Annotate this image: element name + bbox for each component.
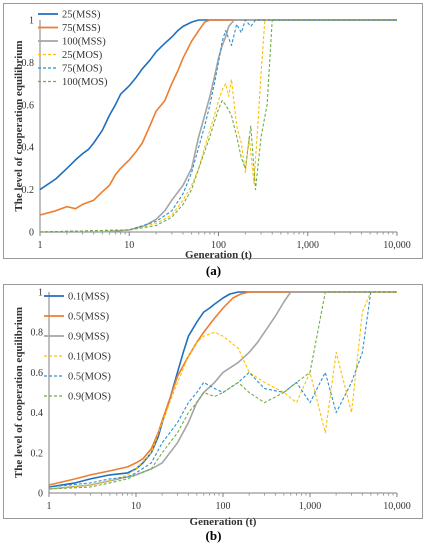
legend-label: 100(MOS) bbox=[62, 77, 108, 88]
panel-b-frame bbox=[3, 284, 423, 519]
series-line-0.5(MSS) bbox=[48, 291, 397, 486]
legend-label: 25(MSS) bbox=[62, 10, 101, 21]
legend-label: 0.9(MSS) bbox=[68, 332, 110, 343]
y-tick-label: 0 bbox=[29, 228, 34, 239]
y-tick-label: 1 bbox=[38, 288, 43, 299]
panel-a-frame bbox=[3, 3, 423, 259]
legend-label: 0.1(MOS) bbox=[68, 352, 111, 363]
series-line-75(MSS) bbox=[39, 19, 397, 216]
series-line-75(MOS) bbox=[39, 19, 397, 233]
x-tick-label: 1,000 bbox=[297, 240, 320, 251]
y-tick-label: 0.8 bbox=[22, 58, 35, 69]
x-tick-label: 10,000 bbox=[383, 501, 411, 512]
y-tick-label: 0.6 bbox=[22, 100, 35, 111]
x-axis-title: Generation (t) bbox=[185, 249, 252, 261]
y-tick-label: 0.8 bbox=[31, 328, 44, 339]
legend-label: 0.9(MOS) bbox=[68, 392, 111, 403]
y-axis-title: The level of cooperation equilibrium bbox=[13, 307, 25, 478]
panel-a-caption: (a) bbox=[205, 263, 222, 278]
legend-label: 75(MOS) bbox=[62, 64, 103, 75]
y-axis-title: The level of cooperation equilibrium bbox=[13, 40, 25, 211]
x-tick-label: 1 bbox=[38, 240, 43, 251]
series-line-0.5(MOS) bbox=[48, 291, 397, 488]
legend-label: 100(MSS) bbox=[62, 37, 106, 48]
x-tick-label: 10 bbox=[131, 501, 141, 512]
legend-label: 0.5(MSS) bbox=[68, 312, 110, 323]
y-tick-label: 0.2 bbox=[22, 185, 35, 196]
x-tick-label: 1 bbox=[47, 501, 52, 512]
legend-label: 75(MSS) bbox=[62, 23, 101, 34]
series-line-0.9(MOS) bbox=[48, 291, 397, 490]
legend-label: 25(MOS) bbox=[62, 50, 103, 61]
x-tick-label: 100 bbox=[216, 501, 231, 512]
x-axis-title: Generation (t) bbox=[190, 516, 257, 528]
legend-label: 0.1(MSS) bbox=[68, 292, 110, 303]
series-line-0.1(MOS) bbox=[48, 291, 397, 490]
series-line-25(MSS) bbox=[39, 19, 397, 191]
x-tick-label: 100 bbox=[211, 240, 226, 251]
y-tick-label: 0.4 bbox=[31, 408, 44, 419]
x-tick-label: 1,000 bbox=[299, 501, 322, 512]
x-tick-label: 10,000 bbox=[383, 240, 411, 251]
series-line-25(MOS) bbox=[39, 19, 397, 233]
x-tick-label: 10 bbox=[124, 240, 134, 251]
y-tick-label: 0.6 bbox=[31, 368, 44, 379]
series-line-0.9(MSS) bbox=[48, 291, 397, 490]
y-tick-label: 0.2 bbox=[31, 448, 44, 459]
panel-b-caption: (b) bbox=[205, 528, 222, 543]
y-tick-label: 0 bbox=[38, 489, 43, 500]
y-tick-label: 0.4 bbox=[22, 143, 35, 154]
legend-label: 0.5(MOS) bbox=[68, 372, 111, 383]
y-tick-label: 1 bbox=[29, 16, 34, 27]
series-line-100(MOS) bbox=[39, 19, 397, 233]
